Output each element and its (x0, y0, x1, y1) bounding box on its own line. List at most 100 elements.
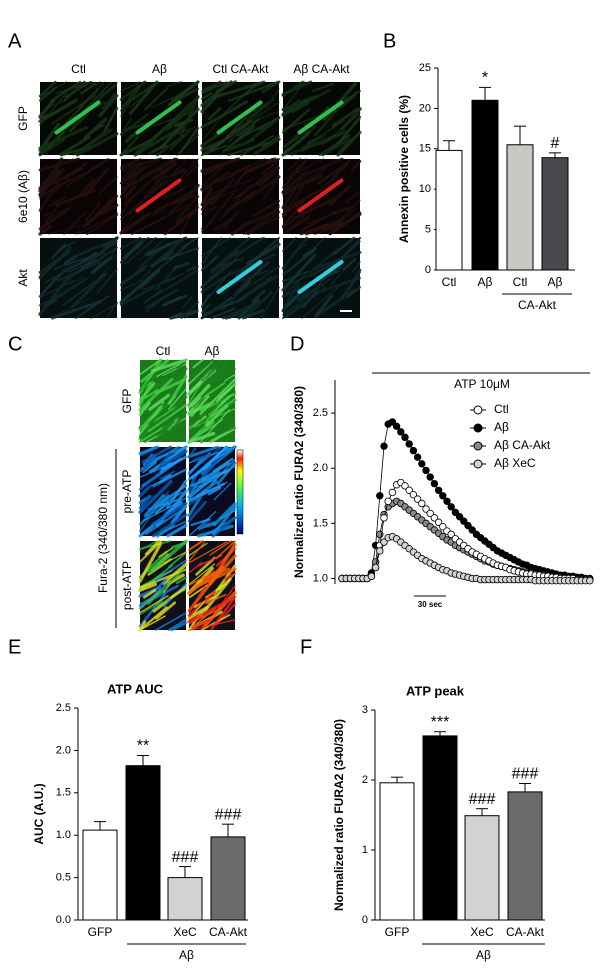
texture (299, 130, 348, 153)
texture (120, 268, 146, 287)
texture (138, 424, 168, 444)
texture (159, 470, 176, 480)
texture (205, 404, 229, 427)
texture (120, 81, 141, 92)
texture (292, 197, 336, 220)
texture (154, 236, 187, 264)
texture (143, 454, 157, 469)
row-label: post-ATP (120, 561, 134, 610)
texture (209, 542, 237, 584)
texture (200, 80, 233, 107)
texture (281, 253, 317, 292)
texture (318, 134, 351, 157)
texture (187, 420, 215, 444)
texture (301, 119, 345, 149)
texture (210, 249, 239, 274)
texture (228, 80, 280, 102)
point (371, 563, 380, 572)
texture (90, 303, 118, 319)
scale-bar-label: 30 sec (418, 600, 443, 609)
y-tick-label: 15 (419, 143, 431, 155)
texture (57, 260, 102, 282)
texture (321, 137, 351, 157)
legend-label: Aβ CA-Akt (494, 438, 551, 452)
texture (39, 158, 74, 172)
texture (138, 495, 151, 510)
texture (165, 104, 195, 132)
texture (55, 81, 93, 95)
texture (189, 619, 236, 631)
y-tick-label: 2.0 (313, 462, 328, 474)
row-label: 6e10 (Aβ) (16, 170, 30, 223)
texture (209, 191, 222, 206)
texture (97, 268, 118, 293)
texture (144, 164, 174, 198)
legend-marker (473, 441, 483, 451)
texture (50, 297, 91, 319)
texture (188, 563, 216, 586)
texture (246, 99, 274, 116)
group-label: Aβ (476, 948, 491, 962)
texture (216, 116, 248, 148)
texture (148, 445, 188, 474)
point (439, 492, 447, 500)
texture (188, 585, 206, 612)
texture (238, 116, 281, 140)
texture (246, 110, 279, 125)
texture (120, 214, 146, 234)
texture (206, 179, 219, 190)
texture (38, 170, 61, 197)
annotation: ### (512, 766, 539, 783)
texture (211, 516, 237, 538)
texture (138, 378, 174, 412)
texture (83, 117, 108, 140)
texture (350, 159, 362, 172)
texture (200, 264, 226, 289)
texture (315, 288, 356, 318)
chart-title: ATP AUC (107, 681, 164, 696)
texture (223, 253, 276, 279)
texture (281, 168, 310, 193)
texture (80, 82, 96, 95)
bar (464, 815, 500, 921)
texture (91, 259, 107, 273)
point (430, 479, 439, 488)
column-header: Ctl (156, 344, 171, 358)
texture (325, 164, 348, 186)
texture (159, 449, 188, 469)
texture (344, 191, 360, 204)
texture (182, 296, 193, 309)
texture (48, 223, 86, 235)
point (443, 497, 451, 505)
texture (107, 241, 118, 249)
annotation: ### (469, 791, 496, 808)
x-tick-label: Aβ (548, 275, 563, 289)
point (430, 514, 439, 522)
texture (252, 137, 281, 156)
texture (202, 165, 222, 176)
texture (168, 87, 200, 106)
texture (200, 300, 227, 320)
column-header: Aβ (205, 344, 220, 358)
texture (250, 265, 280, 287)
point (376, 492, 384, 500)
texture (83, 128, 113, 150)
texture (139, 455, 164, 473)
texture (311, 83, 335, 92)
bar (435, 149, 463, 271)
texture (59, 135, 91, 156)
x-tick-label: XeC (470, 925, 494, 939)
texture (38, 277, 69, 316)
texture (201, 205, 218, 215)
texture (147, 403, 188, 433)
texture (180, 301, 199, 319)
y-tick-label: 20 (419, 102, 431, 114)
texture (208, 426, 237, 444)
texture (45, 205, 72, 222)
texture (124, 185, 136, 199)
texture (282, 158, 308, 189)
y-tick-label: 1.0 (56, 829, 71, 841)
texture (281, 201, 305, 228)
texture (240, 236, 281, 272)
y-tick-label: 2.5 (313, 407, 328, 419)
